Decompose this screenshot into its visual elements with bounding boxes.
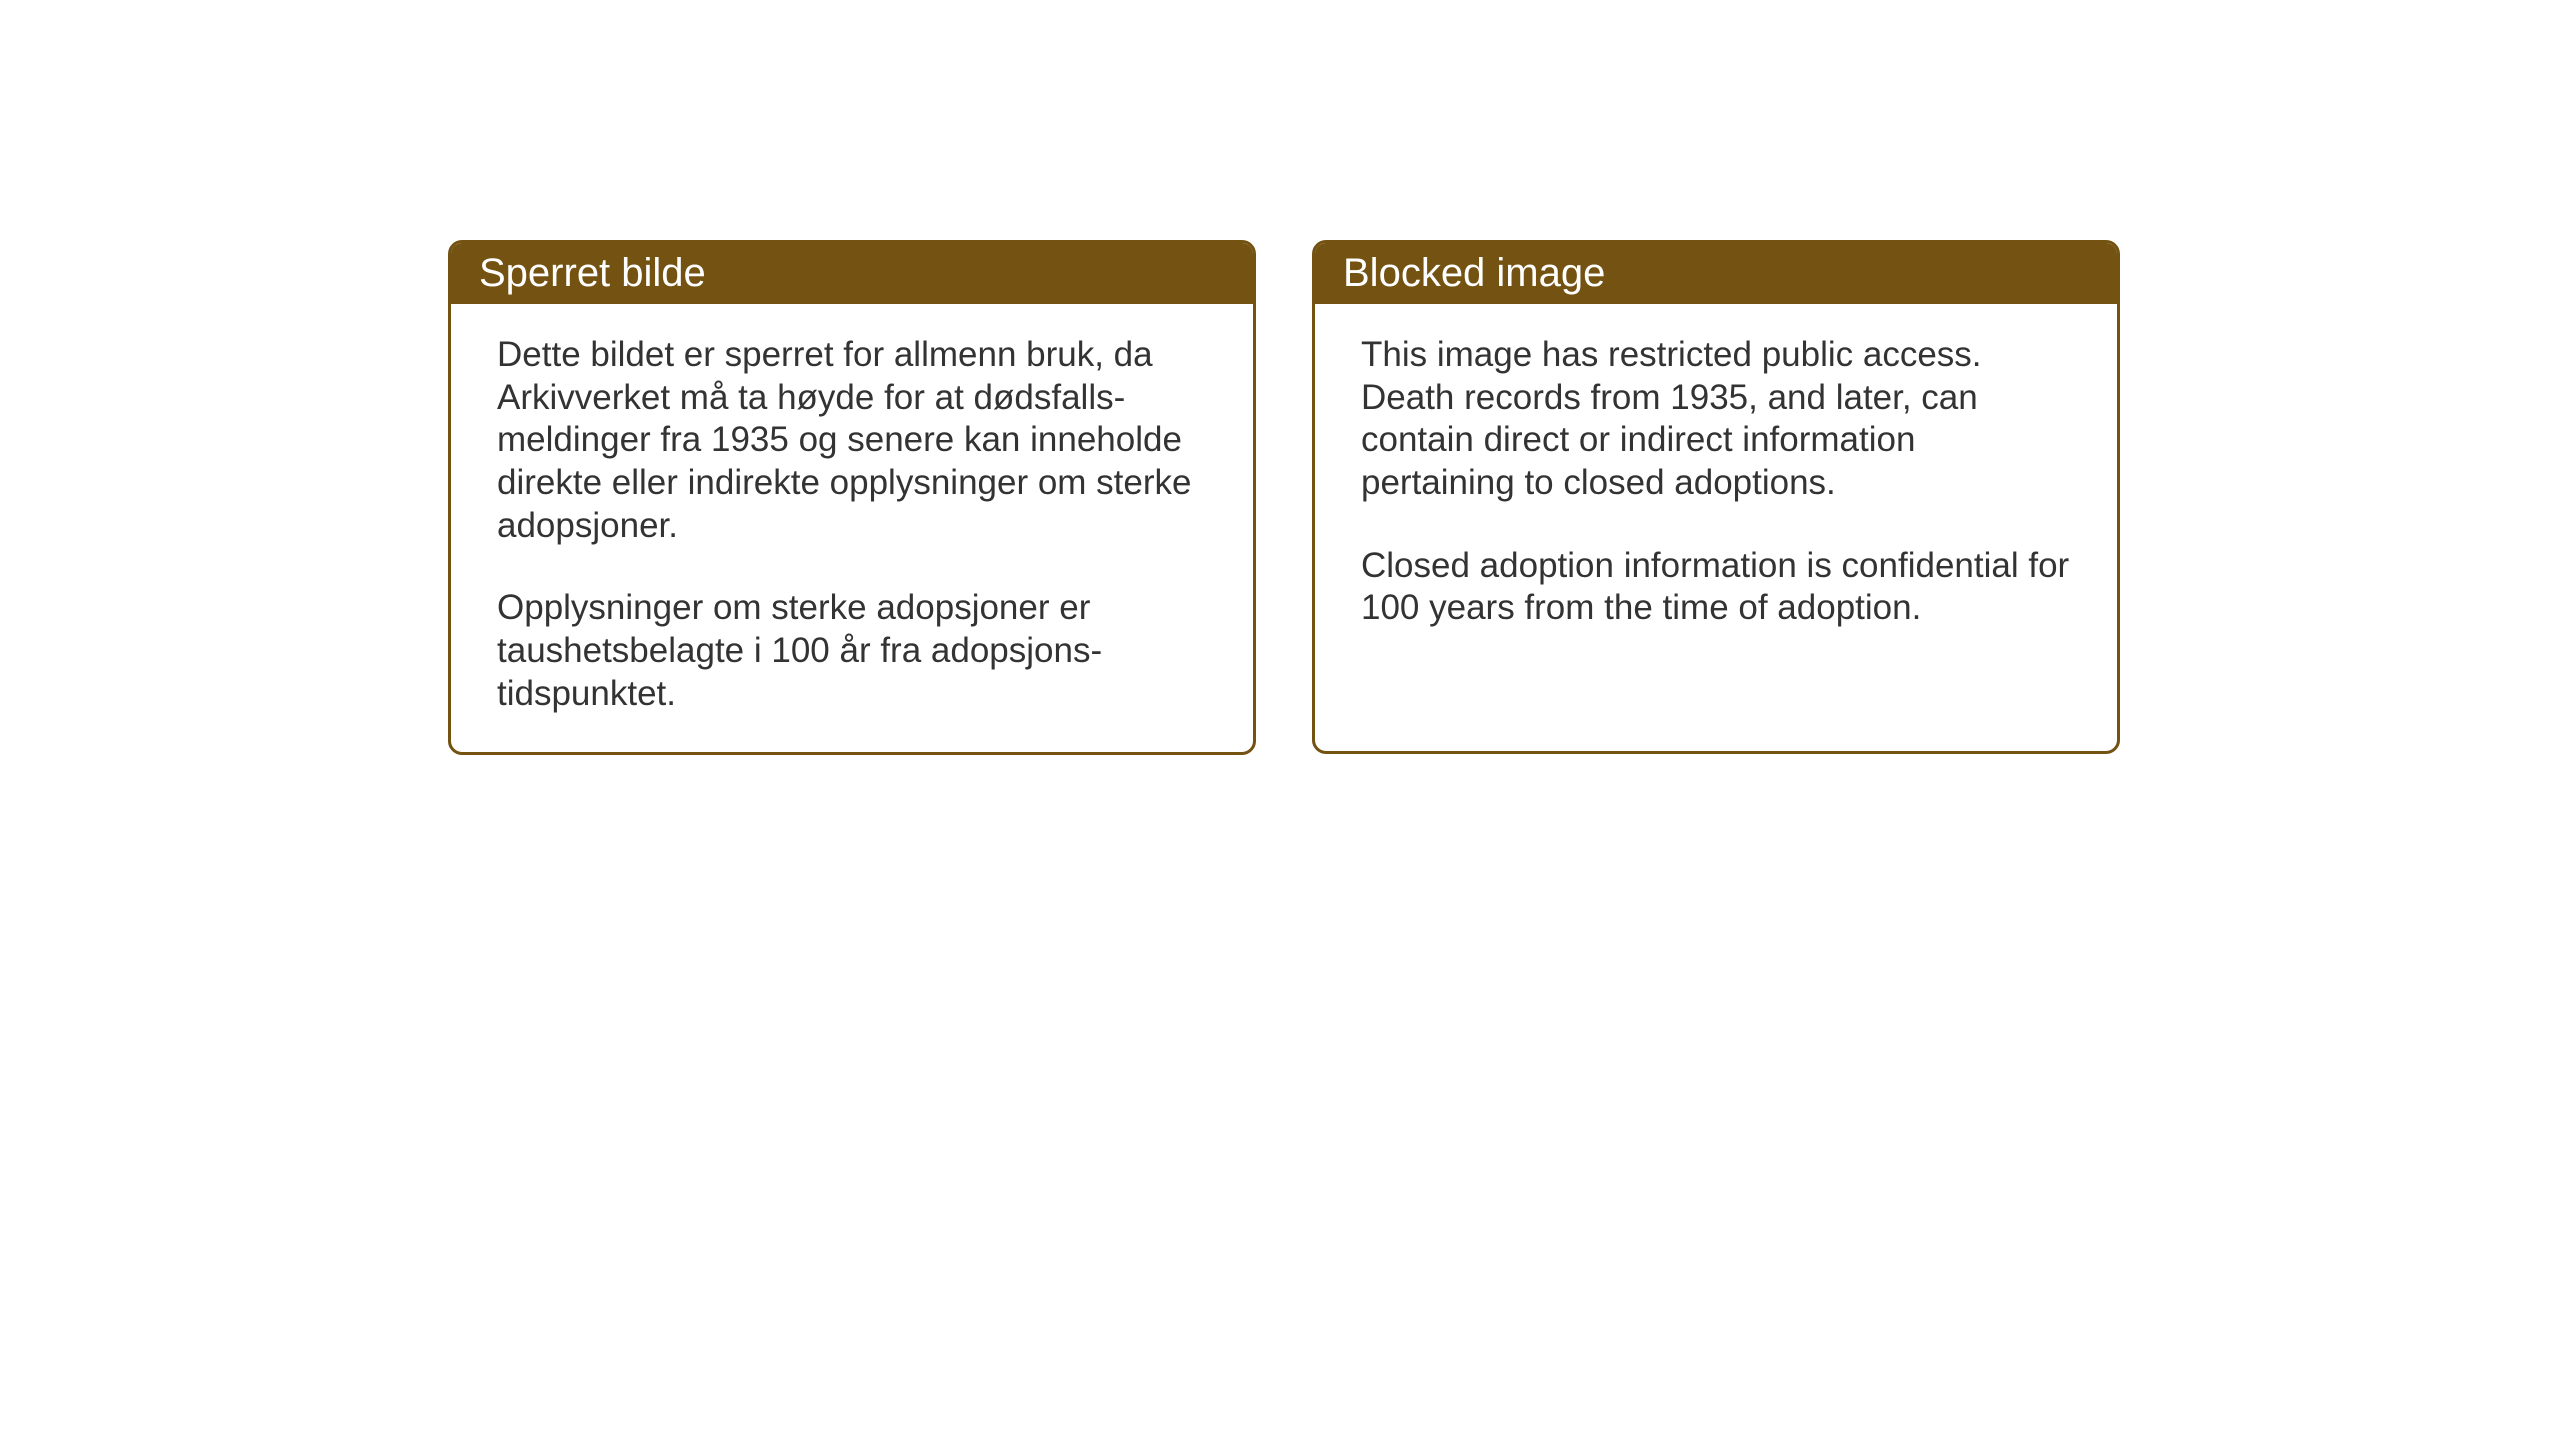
notice-container: Sperret bilde Dette bildet er sperret fo… <box>448 240 2120 755</box>
card-header-english: Blocked image <box>1315 243 2117 304</box>
paragraph-norwegian-1: Dette bildet er sperret for allmenn bruk… <box>497 334 1207 547</box>
paragraph-english-2: Closed adoption information is confident… <box>1361 545 2071 630</box>
paragraph-norwegian-2: Opplysninger om sterke adopsjoner er tau… <box>497 587 1207 715</box>
paragraph-english-1: This image has restricted public access.… <box>1361 334 2071 505</box>
notice-card-norwegian: Sperret bilde Dette bildet er sperret fo… <box>448 240 1256 755</box>
card-body-english: This image has restricted public access.… <box>1315 304 2117 666</box>
card-header-norwegian: Sperret bilde <box>451 243 1253 304</box>
card-body-norwegian: Dette bildet er sperret for allmenn bruk… <box>451 304 1253 752</box>
notice-card-english: Blocked image This image has restricted … <box>1312 240 2120 754</box>
